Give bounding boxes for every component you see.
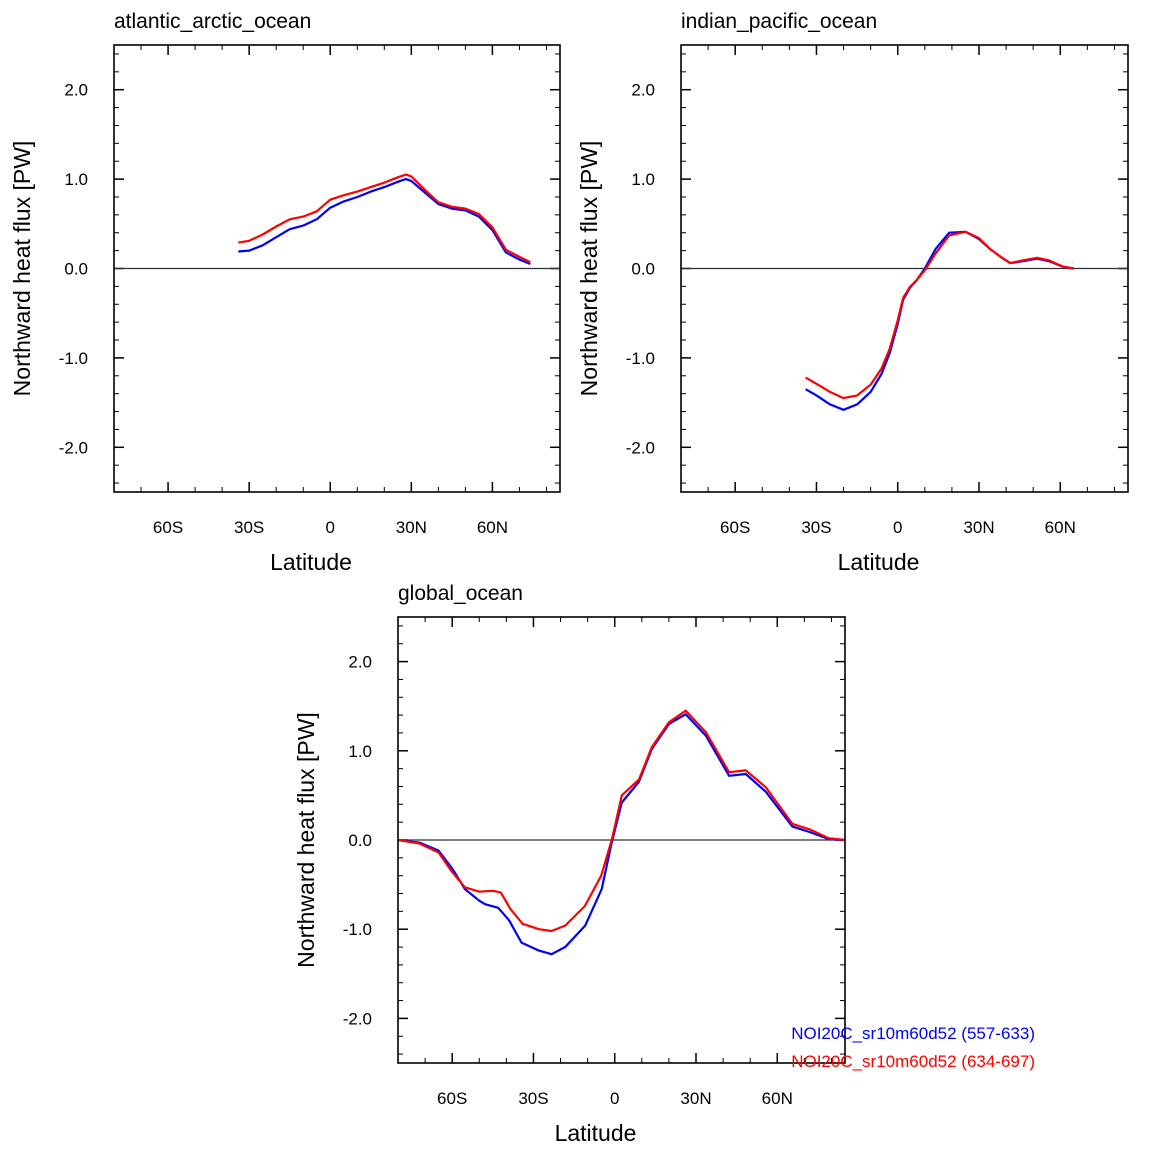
y-tick-label: -2.0 xyxy=(59,438,88,457)
panel-title: global_ocean xyxy=(398,582,523,605)
y-tick-label: 1.0 xyxy=(64,170,88,189)
y-axis-title: Northward heat flux [PW] xyxy=(576,141,602,397)
y-tick-label: -1.0 xyxy=(626,349,655,368)
x-tick-label: 0 xyxy=(893,518,902,537)
panel-indian-pacific-ocean: 60S 30S 0 30N 60N -2.0 -1.0 0.0 1.0 2.0 indian_pac… xyxy=(576,10,1129,575)
series-line xyxy=(805,230,1074,400)
series-line xyxy=(238,173,531,264)
x-tick-label: 60S xyxy=(153,518,183,537)
y-tick-label: -1.0 xyxy=(59,349,88,368)
x-tick-label: 30N xyxy=(963,518,994,537)
x-tick-label: 60N xyxy=(1045,518,1076,537)
y-axis-title: Northward heat flux [PW] xyxy=(9,141,35,397)
panel-title: indian_pacific_ocean xyxy=(681,10,877,33)
legend-entry: NOI20C_sr10m60d52 (634-697) xyxy=(791,1052,1035,1071)
x-axis-title: Latitude xyxy=(270,549,352,575)
x-tick-label: 60N xyxy=(477,518,508,537)
y-tick-label: -2.0 xyxy=(626,438,655,457)
x-axis-title: Latitude xyxy=(555,1120,637,1146)
y-tick-label: -1.0 xyxy=(343,920,372,939)
x-tick-label: 0 xyxy=(326,518,335,537)
series-line xyxy=(397,709,846,933)
y-tick-label: 2.0 xyxy=(348,653,372,672)
panel-global-ocean: 60S 30S 0 30N 60N -2.0 -1.0 0.0 1.0 2.0 global_oce… xyxy=(293,582,1035,1146)
y-tick-label: 0.0 xyxy=(348,831,372,850)
x-tick-label: 60N xyxy=(762,1089,793,1108)
y-tick-label: 0.0 xyxy=(631,260,655,279)
x-tick-label: 60S xyxy=(720,518,750,537)
x-tick-label: 0 xyxy=(610,1089,619,1108)
plot-frame xyxy=(113,44,561,493)
x-tick-label: 30S xyxy=(518,1089,548,1108)
x-tick-label: 30N xyxy=(396,518,427,537)
plot-frame xyxy=(680,44,1129,493)
y-tick-label: 1.0 xyxy=(631,170,655,189)
y-tick-label: -2.0 xyxy=(343,1009,372,1028)
y-axis-title: Northward heat flux [PW] xyxy=(293,712,319,968)
series-line xyxy=(397,713,846,956)
plot-frame xyxy=(397,616,846,1064)
y-tick-label: 1.0 xyxy=(348,742,372,761)
series-line xyxy=(238,178,531,266)
x-axis-title: Latitude xyxy=(838,549,920,575)
y-tick-label: 0.0 xyxy=(64,260,88,279)
x-tick-label: 60S xyxy=(437,1089,467,1108)
panel-title: atlantic_arctic_ocean xyxy=(114,10,311,33)
x-tick-label: 30S xyxy=(234,518,264,537)
y-tick-label: 2.0 xyxy=(64,81,88,100)
x-tick-label: 30S xyxy=(801,518,831,537)
x-tick-label: 30N xyxy=(680,1089,711,1108)
panel-atlantic-arctic-ocean: 60S 30S 0 30N 60N -2.0 -1.0 0.0 1.0 2.0 atlantic_a… xyxy=(9,10,561,575)
legend-entry: NOI20C_sr10m60d52 (557-633) xyxy=(791,1024,1035,1043)
y-tick-label: 2.0 xyxy=(631,81,655,100)
